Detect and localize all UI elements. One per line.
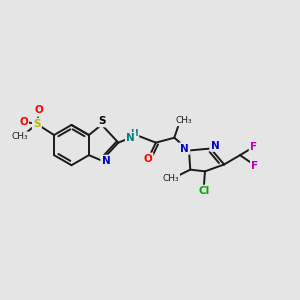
Text: N: N	[211, 141, 219, 151]
Text: N: N	[102, 156, 110, 166]
Text: Cl: Cl	[198, 186, 209, 196]
Text: H: H	[130, 129, 138, 138]
Text: CH₃: CH₃	[11, 133, 28, 142]
Text: O: O	[35, 106, 44, 116]
Text: N: N	[180, 143, 189, 154]
Text: O: O	[143, 154, 152, 164]
Text: S: S	[98, 116, 106, 126]
Text: S: S	[33, 119, 40, 129]
Text: CH₃: CH₃	[176, 116, 192, 125]
Text: F: F	[250, 142, 257, 152]
Text: CH₃: CH₃	[162, 174, 179, 183]
Text: F: F	[251, 161, 258, 171]
Text: N: N	[126, 133, 135, 143]
Text: O: O	[19, 116, 28, 127]
